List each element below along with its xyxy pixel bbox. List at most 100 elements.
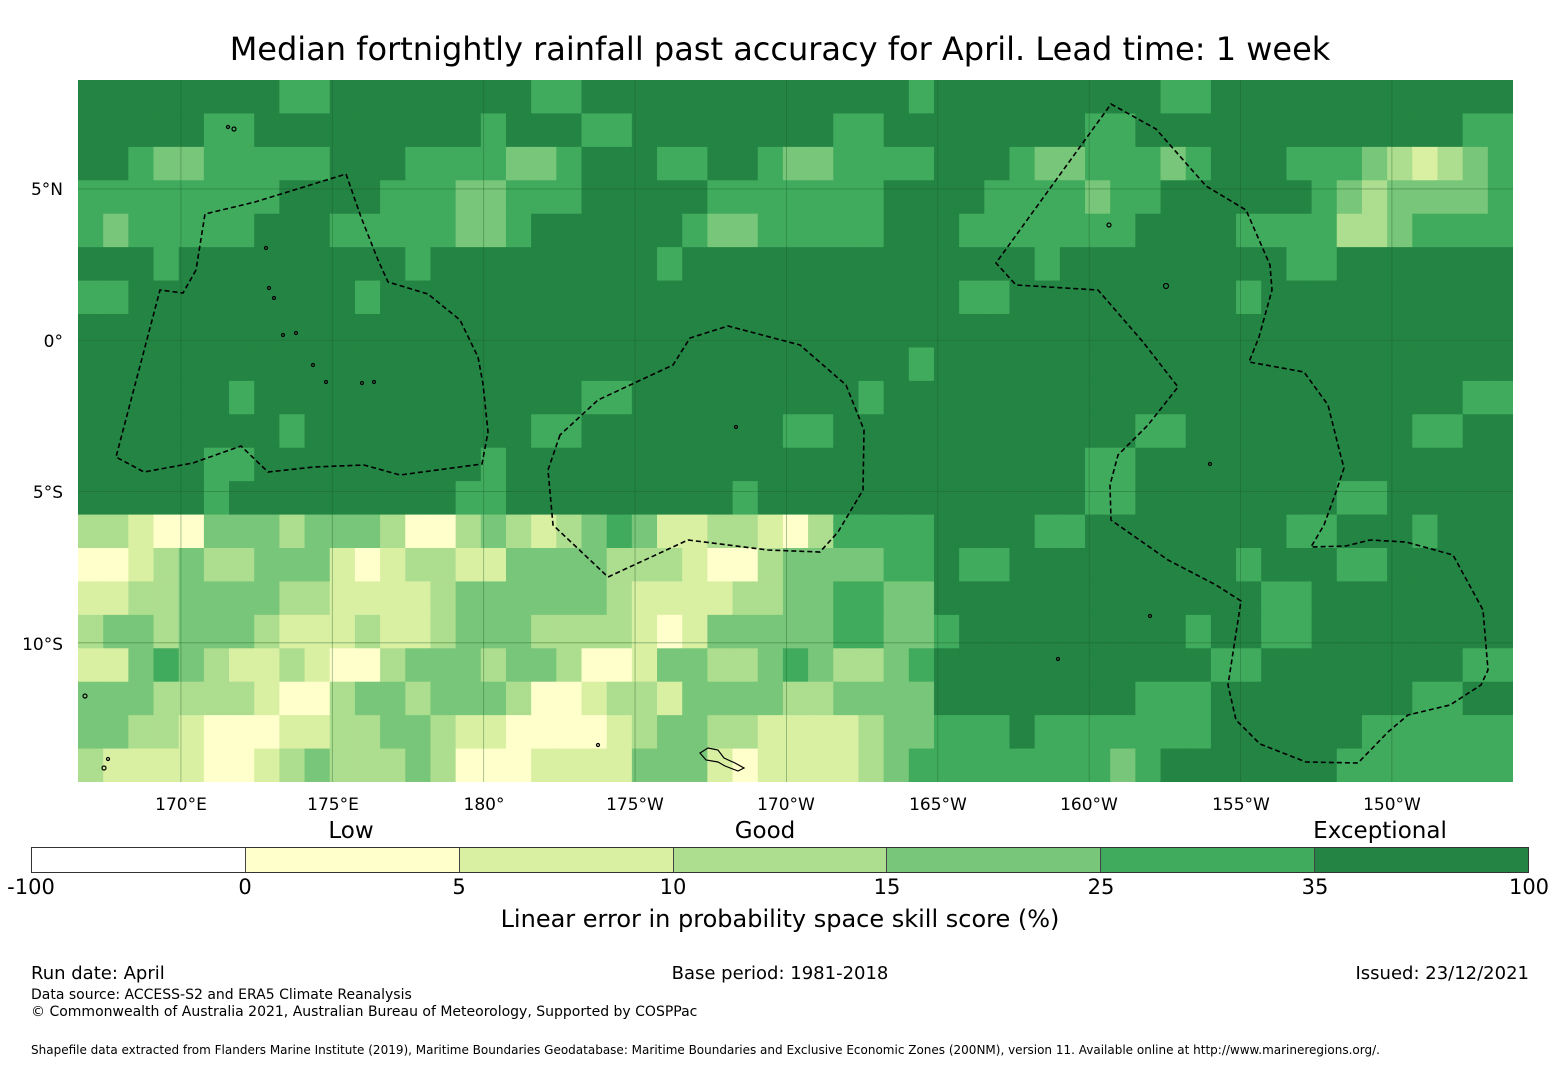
skill-cell <box>480 180 507 215</box>
skill-cell <box>556 581 583 616</box>
skill-cell <box>1160 146 1187 181</box>
skill-cell <box>984 648 1011 683</box>
skill-cell <box>354 681 381 716</box>
skill-cell <box>329 414 356 449</box>
skill-cell <box>858 447 885 482</box>
skill-cell <box>933 314 960 349</box>
skill-cell <box>1437 80 1464 115</box>
skill-cell <box>1361 514 1388 549</box>
skill-cell <box>279 548 306 583</box>
skill-cell <box>1336 113 1363 148</box>
skill-cell <box>1336 146 1363 181</box>
island-marker <box>1207 461 1213 467</box>
skill-cell <box>1361 481 1388 516</box>
skill-cell <box>153 247 180 282</box>
skill-cell <box>1110 581 1136 616</box>
skill-cell <box>78 213 104 248</box>
skill-cell <box>581 581 608 616</box>
skill-cell <box>380 614 406 649</box>
skill-cell <box>354 748 381 782</box>
skill-cell <box>581 748 608 782</box>
skill-cell <box>380 380 406 415</box>
skill-cell <box>808 715 834 750</box>
skill-cell <box>455 113 482 148</box>
skill-cell <box>279 614 306 649</box>
skill-cell <box>1210 314 1237 349</box>
skill-cell <box>1336 80 1363 115</box>
skill-cell <box>128 481 155 516</box>
skill-cell <box>505 715 532 750</box>
skill-cell <box>1437 180 1464 215</box>
skill-cell <box>78 380 104 415</box>
skill-cell <box>556 146 583 181</box>
skill-cell <box>556 447 583 482</box>
skill-cell <box>732 514 759 549</box>
skill-cell <box>1361 146 1388 181</box>
skill-cell <box>1135 447 1162 482</box>
skill-cell <box>1311 347 1338 382</box>
skill-cell <box>254 247 281 282</box>
skill-cell <box>833 648 860 683</box>
skill-cell <box>883 314 910 349</box>
skill-cell <box>1135 314 1162 349</box>
skill-cell <box>1361 614 1388 649</box>
skill-cell <box>1085 581 1111 616</box>
skill-cell <box>1261 213 1288 248</box>
skill-cell <box>959 314 985 349</box>
skill-cell <box>782 113 809 148</box>
skill-cell <box>430 648 457 683</box>
skill-cell <box>1160 247 1187 282</box>
skill-cell <box>959 180 985 215</box>
skill-cell <box>531 180 557 215</box>
skill-cell <box>279 447 306 482</box>
skill-cell <box>1059 548 1086 583</box>
skill-cell <box>707 113 734 148</box>
skill-cell <box>732 380 759 415</box>
skill-cell <box>455 481 482 516</box>
skill-cell <box>1387 380 1413 415</box>
island-marker <box>263 245 269 251</box>
skill-cell <box>1009 414 1036 449</box>
skill-cell <box>1135 648 1162 683</box>
skill-cell <box>279 180 306 215</box>
skill-cell <box>1085 514 1111 549</box>
skill-cell <box>178 414 205 449</box>
skill-cell <box>782 347 809 382</box>
skill-cell <box>858 347 885 382</box>
skill-cell <box>1110 113 1136 148</box>
skill-cell <box>380 347 406 382</box>
skill-cell <box>908 80 935 115</box>
skill-cell <box>1236 280 1262 315</box>
island-marker <box>733 424 739 430</box>
skill-cell <box>1462 146 1489 181</box>
skill-cell <box>1311 380 1338 415</box>
skill-cell <box>279 113 306 148</box>
skill-cell <box>1034 447 1061 482</box>
skill-cell <box>1059 380 1086 415</box>
skill-cell <box>254 213 281 248</box>
skill-cell <box>380 748 406 782</box>
skill-cell <box>933 481 960 516</box>
skill-cell <box>153 380 180 415</box>
colorbar-segment <box>1101 848 1316 872</box>
skill-cell <box>1311 648 1338 683</box>
colorbar-segment <box>1315 848 1529 872</box>
skill-cell <box>631 146 658 181</box>
skill-cell <box>1160 581 1187 616</box>
skill-cell <box>606 314 633 349</box>
skill-cell <box>1311 180 1338 215</box>
skill-cell <box>1034 648 1061 683</box>
skill-cell <box>581 681 608 716</box>
skill-cell <box>606 715 633 750</box>
skill-cell <box>1487 648 1513 683</box>
island-marker <box>105 756 111 762</box>
skill-cell <box>203 447 230 482</box>
skill-cell <box>1336 414 1363 449</box>
skill-cell <box>480 648 507 683</box>
skill-cell <box>103 347 129 382</box>
skill-cell <box>631 80 658 115</box>
skill-cell <box>606 514 633 549</box>
skill-cell <box>153 481 180 516</box>
skill-cell <box>354 715 381 750</box>
skill-cell <box>657 447 683 482</box>
